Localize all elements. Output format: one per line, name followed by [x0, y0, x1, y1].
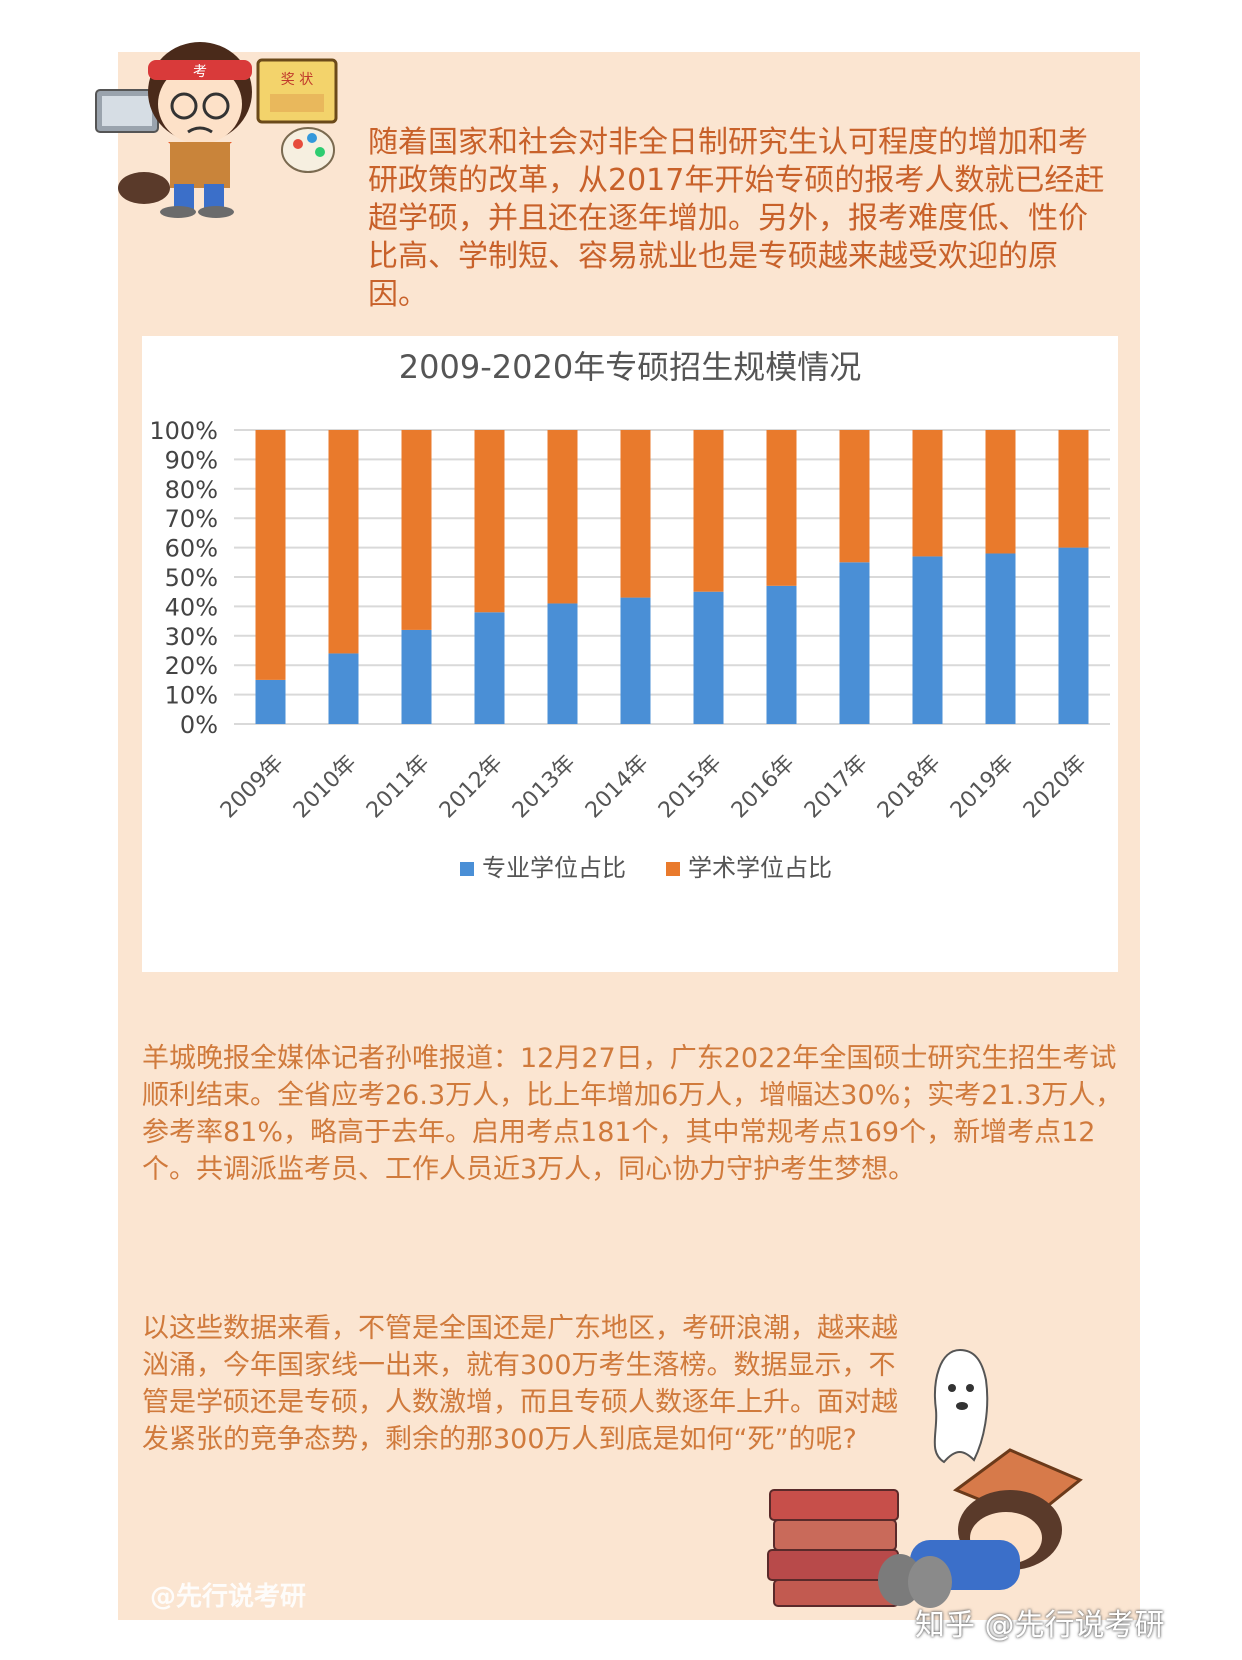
intro-text: 随着国家和社会对非全日制研究生认可程度的增加和考研政策的改革，从2017年开始专…	[368, 125, 1105, 312]
bar-academic	[401, 430, 432, 630]
y-tick-label: 50%	[165, 564, 218, 592]
bar-professional	[766, 585, 797, 724]
x-tick-label: 2016年	[727, 751, 800, 824]
y-tick-label: 80%	[165, 476, 218, 504]
chart-gridlines	[234, 429, 1110, 725]
bar-academic	[474, 430, 505, 613]
y-tick-label: 30%	[165, 623, 218, 651]
legend-swatch	[666, 862, 680, 876]
bar-academic	[547, 430, 578, 604]
bar-professional	[693, 591, 724, 724]
x-tick-label: 2017年	[800, 751, 873, 824]
bar-professional	[328, 653, 359, 724]
student-illustration: 奖 状 考	[95, 42, 338, 218]
x-tick-label: 2018年	[873, 751, 946, 824]
bar-academic	[839, 430, 870, 563]
bar-academic	[255, 430, 286, 680]
x-axis-ticks: 2009年 2010年 2011年 2012年 2013年 2014年 2015年 2016年…	[216, 751, 1092, 824]
x-tick-label: 2012年	[435, 751, 508, 824]
bar-academic	[693, 430, 724, 592]
x-tick-label: 2020年	[1019, 751, 1092, 824]
y-tick-label: 10%	[165, 682, 218, 710]
news-paragraph: 羊城晚报全媒体记者孙唯报道：12月27日，广东2022年全国硕士研究生招生考试顺…	[142, 1043, 1123, 1185]
watermark-right: 知乎 @先行说考研	[915, 1608, 1165, 1643]
stacked-bar-chart: 2009-2020年专硕招生规模情况 0%10%20%30%40%50%60%7…	[149, 348, 1110, 882]
bar-professional	[547, 603, 578, 724]
bar-professional	[401, 629, 432, 724]
chart-legend: 专业学位占比 学术学位占比	[460, 854, 832, 882]
bar-academic	[766, 430, 797, 586]
x-tick-label: 2019年	[946, 751, 1019, 824]
x-tick-label: 2015年	[654, 751, 727, 824]
y-tick-label: 0%	[180, 711, 218, 739]
y-tick-label: 90%	[165, 446, 218, 474]
bar-academic	[328, 430, 359, 654]
x-tick-label: 2010年	[289, 751, 362, 824]
legend-swatch	[460, 862, 474, 876]
y-tick-label: 20%	[165, 652, 218, 680]
y-tick-label: 60%	[165, 535, 218, 563]
chart-panel: 2009-2020年专硕招生规模情况 0% 10% 20% 30% 40% 50% 60% 7…	[142, 336, 1118, 972]
x-tick-label: 2011年	[362, 751, 435, 824]
legend-label-professional: 专业学位占比	[482, 854, 626, 882]
sleeping-student-illustration	[767, 1348, 1083, 1608]
chart-bars	[255, 430, 1089, 724]
y-axis-ticks: 0%10%20%30%40%50%60%70%80%90%100%	[149, 417, 218, 739]
bar-professional	[985, 553, 1016, 724]
bar-professional	[839, 562, 870, 724]
watermark-left: @先行说考研	[150, 1582, 307, 1612]
x-tick-label: 2009年	[216, 751, 289, 824]
y-tick-label: 40%	[165, 593, 218, 621]
bar-academic	[1058, 430, 1089, 548]
x-tick-label: 2013年	[508, 751, 581, 824]
chart-title: 2009-2020年专硕招生规模情况	[399, 348, 861, 386]
bar-professional	[620, 597, 651, 724]
bar-professional	[912, 556, 943, 724]
bar-academic	[620, 430, 651, 598]
certificate-label: 奖 状	[281, 71, 313, 88]
bar-academic	[912, 430, 943, 557]
y-tick-label: 100%	[149, 417, 218, 445]
headband-label: 考	[193, 64, 207, 80]
bar-academic	[985, 430, 1016, 554]
bar-professional	[1058, 547, 1089, 724]
bar-professional	[474, 612, 505, 724]
analysis-paragraph: 以这些数据来看，不管是全国还是广东地区，考研浪潮，越来越汹涌，今年国家线一出来，…	[142, 1313, 898, 1455]
x-tick-label: 2014年	[581, 751, 654, 824]
bar-professional	[255, 679, 286, 724]
y-tick-label: 70%	[165, 505, 218, 533]
legend-label-academic: 学术学位占比	[688, 854, 832, 882]
